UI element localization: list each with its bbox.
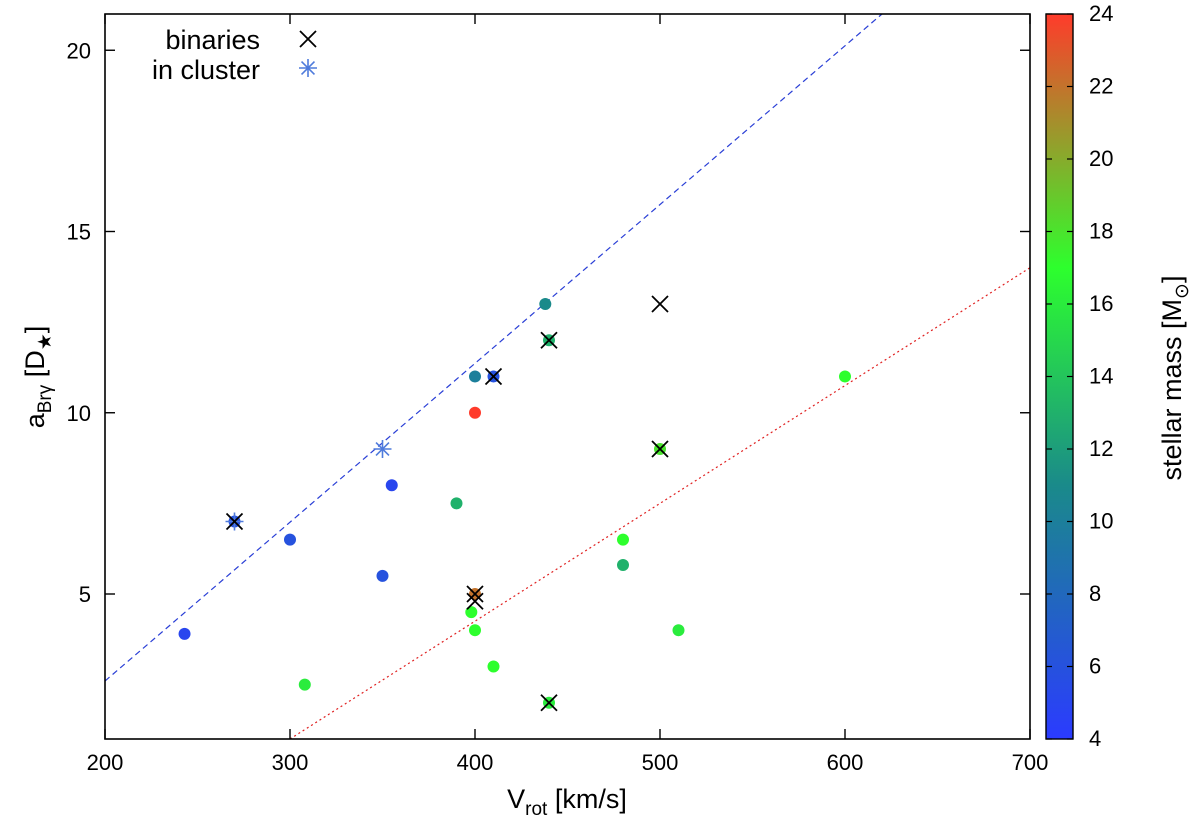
x-tick-label: 600: [827, 750, 864, 775]
x-tick-label: 700: [1012, 750, 1049, 775]
data-point: [469, 624, 481, 637]
plot-frame: [104, 13, 1031, 740]
colorbar-tick-label: 16: [1089, 291, 1113, 316]
data-point: [617, 559, 629, 571]
legend-label-in-cluster: in cluster: [152, 55, 260, 85]
colorbar-tick-label: 18: [1089, 219, 1113, 244]
colorbar-tick-label: 10: [1089, 509, 1113, 534]
colorbar-tick-label: 24: [1089, 1, 1113, 26]
legend: binaries in cluster: [152, 25, 317, 85]
data-point: [450, 497, 463, 510]
y-tick-label: 10: [67, 401, 91, 426]
binary-marker: [540, 331, 558, 349]
legend-marker-cross: [299, 30, 317, 48]
data-point: [839, 370, 851, 383]
data-points: [178, 295, 851, 712]
legend-label-binaries: binaries: [165, 25, 260, 55]
data-point: [298, 678, 311, 691]
data-point: [469, 370, 481, 383]
data-point: [672, 624, 685, 637]
binary-marker: [540, 694, 558, 712]
upper-fit-line: [105, 14, 883, 682]
colorbar-tick-label: 8: [1089, 581, 1101, 606]
x-tick-label: 500: [642, 750, 679, 775]
legend-marker-asterisk: [299, 59, 317, 77]
binary-marker: [651, 440, 669, 458]
y-tick-label: 15: [67, 220, 91, 245]
colorbar-tick-label: 6: [1089, 654, 1101, 679]
colorbar-tick-label: 14: [1089, 364, 1113, 389]
data-point: [178, 627, 191, 640]
data-point: [539, 298, 552, 310]
data-point: [385, 479, 398, 492]
x-tick-label: 400: [457, 750, 494, 775]
x-tick-label: 300: [272, 750, 309, 775]
data-point: [284, 533, 296, 546]
lower-fit-line: [289, 267, 1030, 739]
x-tick-label: 200: [87, 750, 124, 775]
binary-marker: [651, 295, 669, 313]
data-point: [469, 406, 481, 419]
colorbar-ticks: 4 6 8 10 12 14 16 18 20 22 24: [1046, 1, 1113, 751]
data-point: [617, 533, 629, 546]
colorbar-tick-label: 22: [1089, 74, 1113, 99]
binary-marker: [466, 592, 484, 610]
colorbar-tick-label: 20: [1089, 146, 1113, 171]
data-point: [376, 569, 389, 582]
colorbar-title: stellar mass [M⊙]: [1157, 276, 1193, 481]
binary-marker: [225, 512, 244, 531]
binary-marker: [466, 585, 484, 603]
y-tick-label: 20: [67, 38, 91, 63]
x-axis-title: Vrot [km/s]: [507, 784, 627, 820]
data-point: [487, 660, 500, 673]
legend-asterisk-symbol: [299, 59, 317, 77]
in-cluster-marker: [373, 440, 392, 458]
colorbar-tick-label: 12: [1089, 436, 1113, 461]
fit-lines: [105, 14, 1030, 739]
colorbar-tick-label: 4: [1089, 726, 1101, 751]
x-axis-ticks: 200 300 400 500 600 700: [87, 14, 1049, 775]
binary-marker: [484, 367, 503, 386]
y-axis-title: aBrγ [D★]: [20, 326, 56, 429]
y-tick-label: 5: [79, 582, 91, 607]
legend-cross-symbol: [299, 30, 317, 48]
y-axis-ticks: 5 10 15 20: [67, 38, 1030, 607]
